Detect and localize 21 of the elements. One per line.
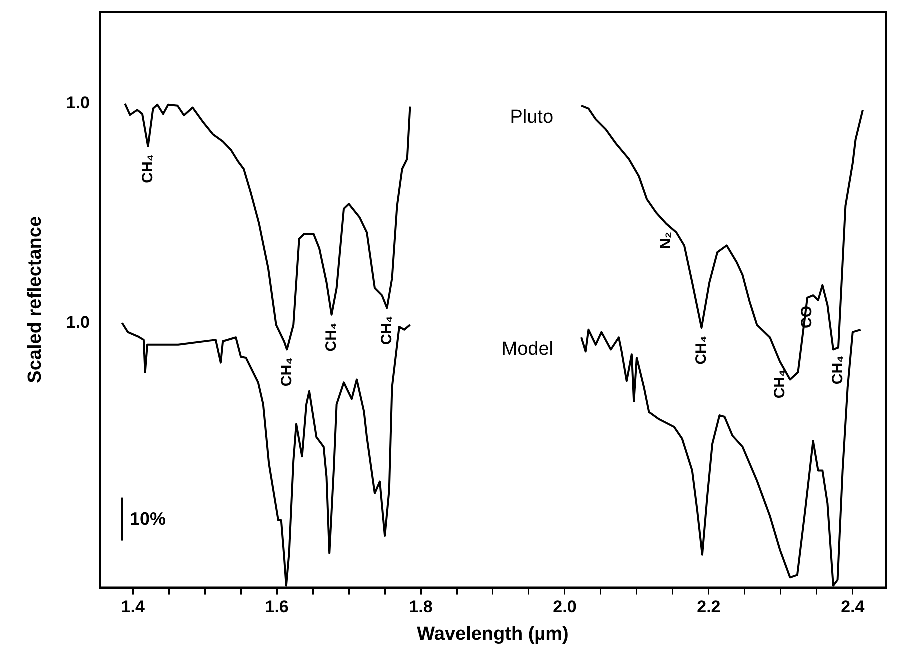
annotation: CH₄ (692, 336, 710, 365)
annotation: CH₄ (830, 356, 847, 385)
annotation: 10% (130, 508, 166, 529)
text: 1.0 (66, 312, 90, 332)
annotation: CH₄ (278, 358, 296, 387)
x-tick-label: 1.8 (409, 598, 433, 617)
annotation: CH₄ (771, 370, 788, 399)
x-tick-label: 1.4 (121, 598, 146, 617)
x-tick-label: 1.6 (265, 598, 289, 617)
x-tick-label: 2.0 (553, 598, 577, 617)
x-axis-title: Wavelength (µm) (417, 624, 569, 645)
text: 1.0 (66, 94, 90, 113)
x-tick-label: 2.4 (841, 598, 866, 617)
annotation: N₂ (658, 232, 675, 250)
y-axis-title: Scaled reflectance (25, 216, 46, 384)
series-label: Pluto (510, 107, 554, 128)
x-tick-label: 2.2 (697, 598, 721, 617)
series-label: Model (502, 338, 554, 360)
annotation: CH₄ (378, 316, 396, 345)
annotation: CH₄ (322, 322, 340, 352)
annotation: CH₄ (139, 154, 156, 184)
